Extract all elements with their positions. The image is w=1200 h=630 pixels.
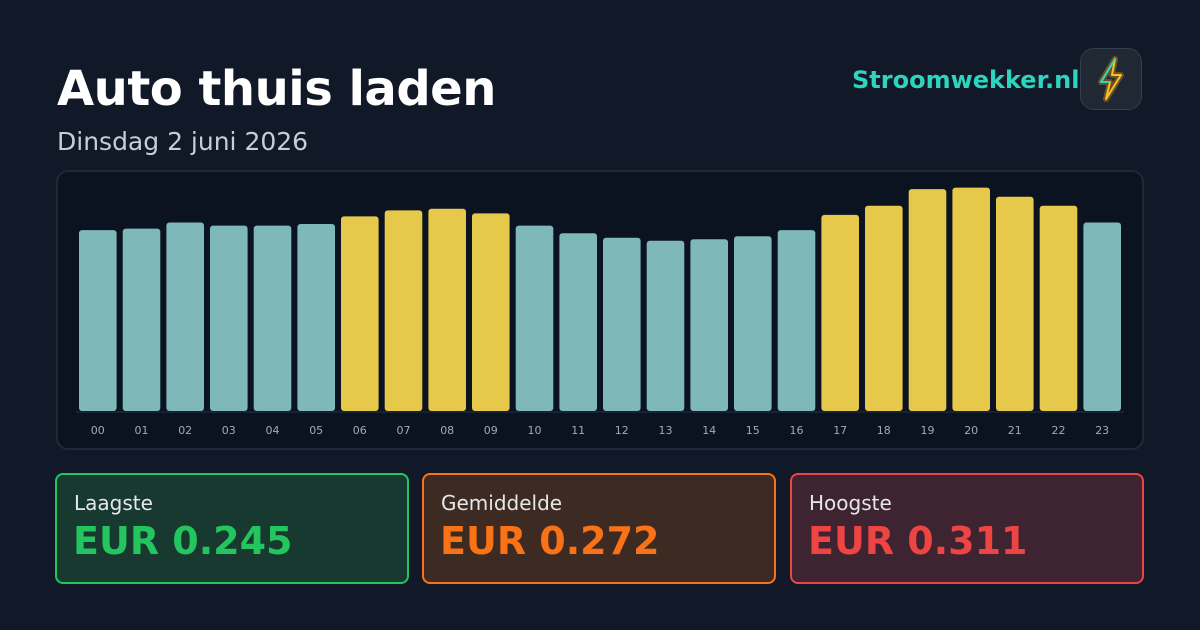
bar-hour-18[interactable] [865,205,903,411]
x-tick-label: 22 [1052,424,1066,437]
x-tick-label: 19 [921,424,935,437]
x-tick-label: 16 [790,424,804,437]
bar-hour-03[interactable] [210,225,248,411]
page-title: Auto thuis laden [57,61,496,117]
x-tick-label: 09 [484,424,498,437]
lowest-price-value: EUR 0.245 [73,519,293,563]
lightning-bolt-icon [1098,56,1124,102]
x-tick-label: 23 [1095,424,1109,437]
x-tick-label: 15 [746,424,760,437]
x-tick-label: 07 [397,424,411,437]
x-tick-label: 13 [659,424,673,437]
bar-hour-22[interactable] [1039,205,1078,411]
bar-hour-10[interactable] [515,225,554,411]
bar-hour-17[interactable] [821,214,859,411]
x-tick-label: 10 [528,424,542,437]
bar-hour-11[interactable] [559,233,597,411]
brand-name[interactable]: Stroomwekker.nl [852,66,1080,94]
bar-hour-05[interactable] [297,224,335,411]
bar-hour-19[interactable] [908,189,947,411]
x-tick-label: 12 [615,424,629,437]
highest-price-value: EUR 0.311 [808,519,1028,563]
x-tick-label: 14 [702,424,716,437]
page-date: Dinsdag 2 juni 2026 [57,127,309,156]
x-tick-label: 06 [353,424,367,437]
x-tick-label: 21 [1008,424,1022,437]
highest-price-label: Hoogste [809,491,892,515]
x-tick-label: 05 [309,424,323,437]
x-tick-label: 11 [571,424,585,437]
x-tick-label: 18 [877,424,891,437]
bar-hour-21[interactable] [996,196,1034,411]
bar-hour-00[interactable] [79,230,117,411]
bar-hour-16[interactable] [777,230,816,411]
x-tick-label: 08 [440,424,454,437]
x-tick-label: 17 [833,424,847,437]
bar-hour-01[interactable] [122,228,161,411]
bar-hour-04[interactable] [253,225,292,411]
lowest-price-card: Laagste EUR 0.245 [55,473,409,584]
bar-hour-20[interactable] [952,187,990,411]
x-tick-label: 02 [178,424,192,437]
x-tick-label: 01 [135,424,149,437]
bar-hour-07[interactable] [384,210,423,411]
bar-hour-15[interactable] [734,236,772,411]
x-tick-label: 04 [266,424,280,437]
bar-hour-02[interactable] [166,222,204,412]
average-price-value: EUR 0.272 [440,519,660,563]
x-tick-label: 20 [964,424,978,437]
bar-hour-12[interactable] [603,237,641,411]
average-price-label: Gemiddelde [441,491,563,515]
bar-hour-06[interactable] [341,216,379,411]
brand-logo[interactable] [1080,48,1142,110]
bar-hour-14[interactable] [690,239,728,411]
x-tick-label: 00 [91,424,105,437]
lowest-price-label: Laagste [74,491,153,515]
bar-hour-09[interactable] [472,213,510,411]
x-tick-label: 03 [222,424,236,437]
average-price-card: Gemiddelde EUR 0.272 [422,473,776,584]
highest-price-card: Hoogste EUR 0.311 [790,473,1144,584]
bar-hour-23[interactable] [1083,222,1121,412]
bar-hour-13[interactable] [646,240,685,411]
bar-hour-08[interactable] [428,208,466,411]
